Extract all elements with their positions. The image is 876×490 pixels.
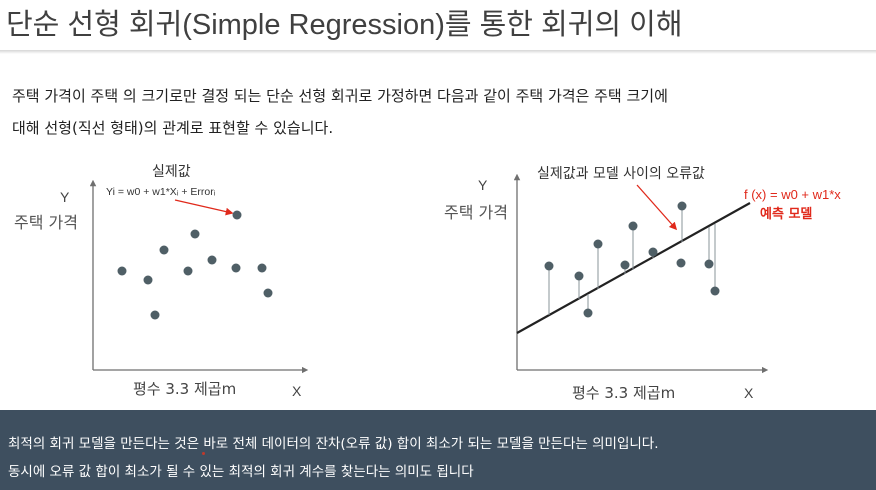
data-point — [677, 201, 687, 211]
intro-text: 주택 가격이 주택 의 크기로만 결정 되는 단순 선형 회귀로 가정하면 다음… — [12, 80, 867, 144]
data-point — [704, 259, 714, 269]
summary-line-1: 최적의 회귀 모델을 만든다는 것은 바로 전체 데이터의 잔차(오류 값) 합… — [8, 436, 659, 452]
left-x-axis-label: 평수 3.3 제곱m — [133, 380, 236, 398]
data-point — [150, 310, 160, 320]
right-y-axis-letter: Y — [478, 177, 488, 193]
left-y-axis-label: 주택 가격 — [14, 213, 78, 232]
cursor-dot — [202, 452, 205, 455]
right-x-axis-label: 평수 3.3 제곱m — [572, 384, 675, 402]
data-point — [710, 286, 720, 296]
left-annotation-arrow — [174, 199, 234, 216]
data-point — [574, 271, 584, 281]
data-point — [263, 288, 273, 298]
data-point — [648, 247, 658, 257]
right-annotation-arrow — [636, 184, 678, 231]
right-data-points — [544, 201, 720, 318]
data-point — [620, 260, 630, 270]
model-label: 예측 모델 — [760, 206, 812, 222]
slide-title: 단순 선형 회귀(Simple Regression)를 통한 회귀의 이해 — [6, 9, 683, 41]
left-annotation-title: 실제값 — [152, 164, 191, 180]
left-scatter-chart: Y 주택 가격 평수 3.3 제곱m X 실제값 Yi = w0 + w1*Xᵢ… — [14, 164, 309, 399]
data-point — [190, 229, 200, 239]
data-point — [183, 266, 193, 276]
summary-line-2: 동시에 오류 값 합이 최소가 될 수 있는 최적의 회귀 계수를 찾는다는 의… — [8, 464, 474, 480]
data-point — [257, 263, 267, 273]
right-annotation-title: 실제값과 모델 사이의 오류값 — [537, 166, 705, 182]
intro-line-1: 주택 가격이 주택 의 크기로만 결정 되는 단순 선형 회귀로 가정하면 다음… — [12, 87, 668, 105]
data-point — [207, 255, 217, 265]
data-point — [628, 221, 638, 231]
left-x-axis-letter: X — [292, 383, 302, 399]
summary-banner: 최적의 회귀 모델을 만든다는 것은 바로 전체 데이터의 잔차(오류 값) 합… — [0, 410, 876, 490]
data-point — [159, 245, 169, 255]
title-divider — [0, 50, 876, 54]
data-point — [231, 263, 241, 273]
data-point — [544, 261, 554, 271]
data-point — [117, 266, 127, 276]
right-regression-chart: Y 주택 가격 평수 3.3 제곱m X 실제값과 모델 사이의 오류값 f (… — [444, 166, 841, 402]
left-data-points — [117, 210, 273, 320]
data-point — [676, 258, 686, 268]
regression-diagrams: Y 주택 가격 평수 3.3 제곱m X 실제값 Yi = w0 + w1*Xᵢ… — [14, 164, 841, 402]
model-formula: f (x) = w0 + w1*x — [744, 187, 841, 202]
right-y-axis-label: 주택 가격 — [444, 203, 508, 222]
left-annotation-formula: Yi = w0 + w1*Xᵢ + Errorᵢ — [106, 186, 216, 198]
data-point — [593, 239, 603, 249]
data-point — [583, 308, 593, 318]
left-y-axis-letter: Y — [60, 189, 70, 205]
intro-line-2: 대해 선형(직선 형태)의 관계로 표현할 수 있습니다. — [12, 119, 334, 137]
data-point — [232, 210, 242, 220]
data-point — [143, 275, 153, 285]
right-x-axis-letter: X — [744, 385, 754, 401]
